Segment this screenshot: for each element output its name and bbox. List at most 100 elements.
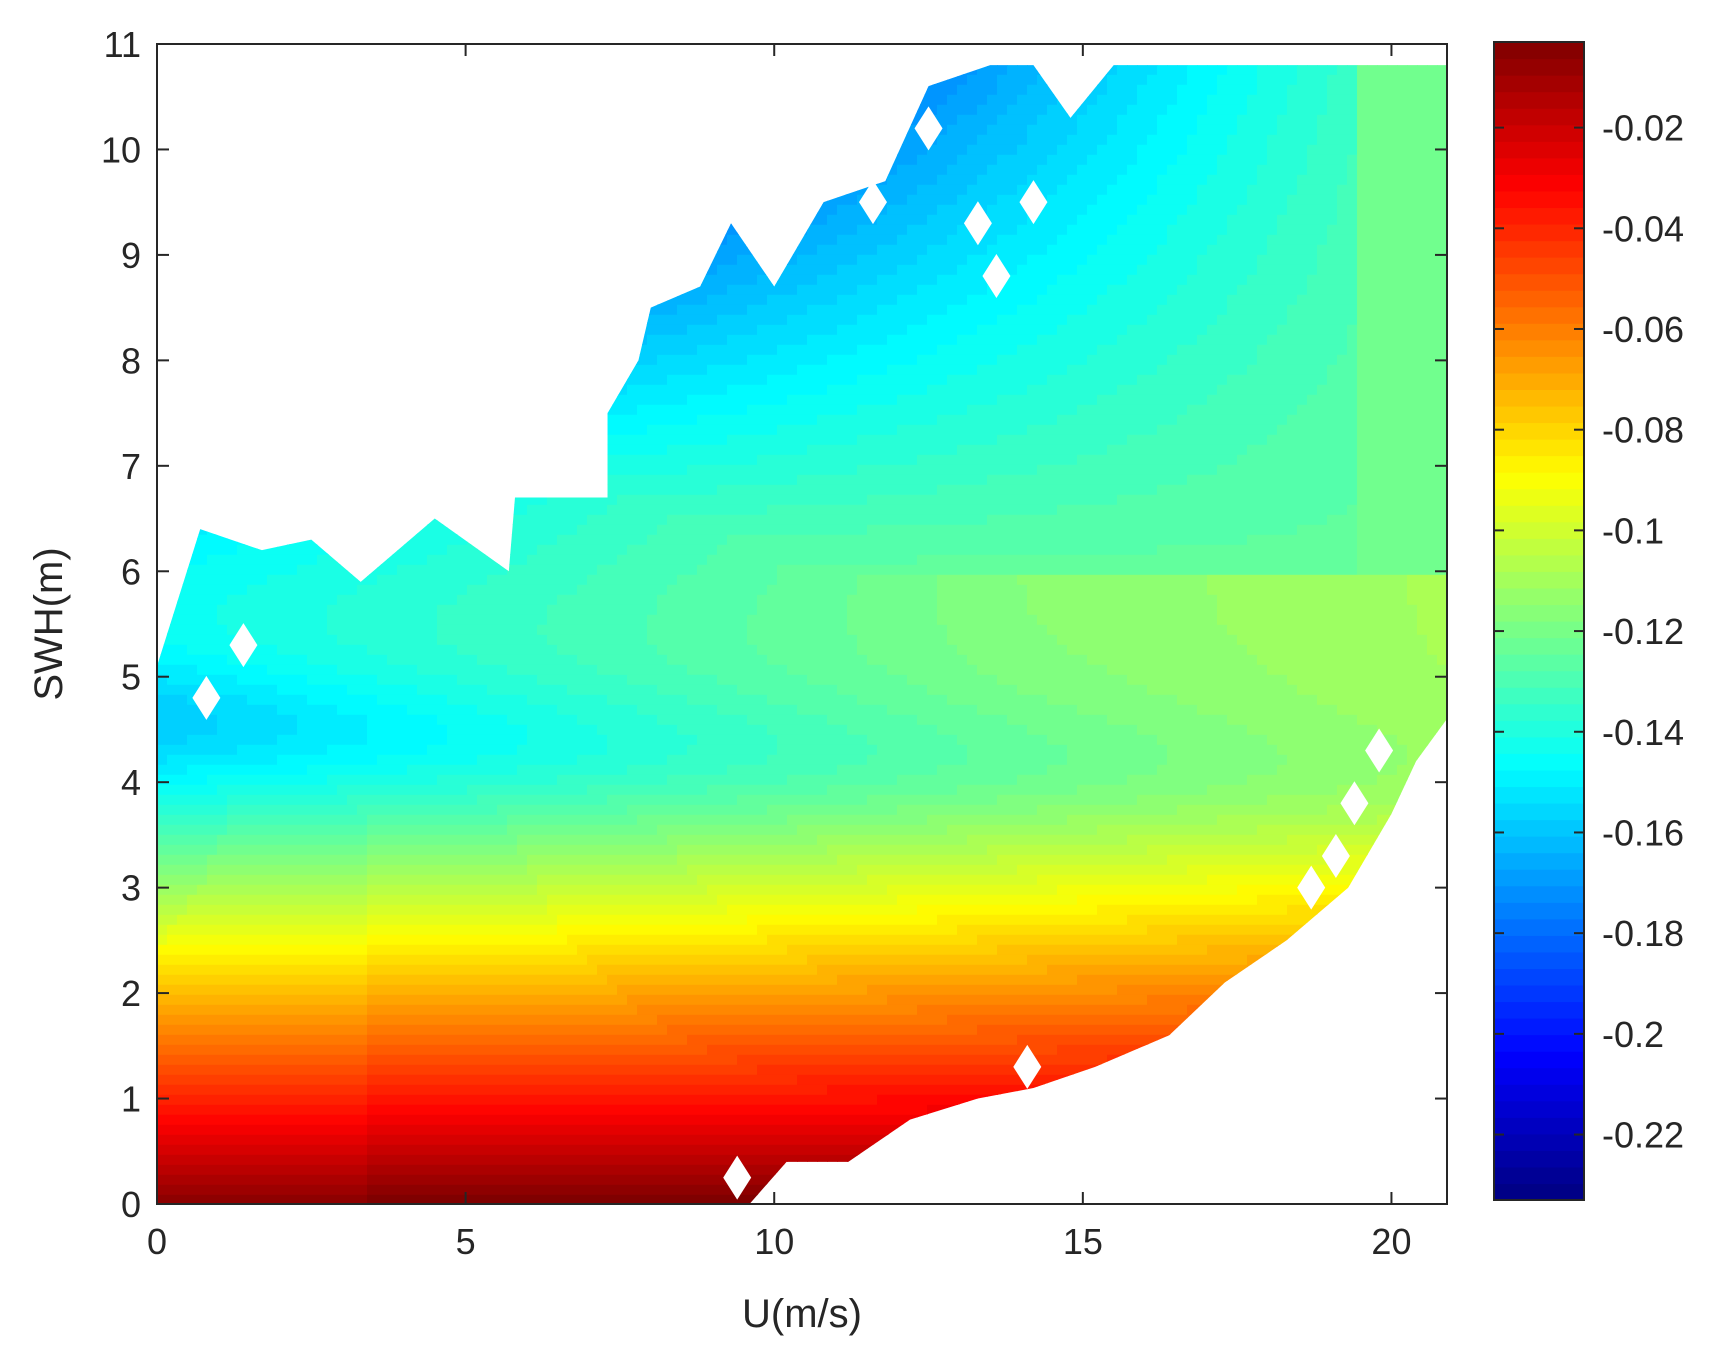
contour-cell: [567, 874, 578, 885]
contour-cell: [197, 824, 208, 835]
contour-cell: [407, 544, 418, 555]
contour-cell: [227, 954, 238, 965]
contour-cell: [417, 914, 428, 925]
contour-cell: [487, 754, 498, 765]
contour-cell: [447, 1044, 458, 1055]
contour-cell: [457, 854, 468, 865]
contour-cell: [217, 994, 228, 1005]
contour-cell: [337, 704, 348, 715]
contour-cell: [557, 954, 568, 965]
contour-cell: [207, 1174, 218, 1185]
contour-cell: [507, 1084, 518, 1095]
contour-cell: [197, 834, 208, 845]
contour-cell: [217, 854, 228, 865]
contour-cell: [267, 1034, 278, 1045]
contour-cell: [307, 644, 318, 655]
contour-cell: [427, 604, 438, 615]
contour-cell: [187, 764, 198, 775]
contour-cell: [187, 554, 198, 565]
contour-cell: [227, 1014, 238, 1025]
contour-cell: [257, 1184, 268, 1195]
contour-cell: [457, 944, 468, 955]
contour-cell: [547, 624, 558, 635]
contour-cell: [217, 624, 228, 635]
contour-cell: [217, 674, 228, 685]
contour-cell: [427, 894, 438, 905]
contour-cell: [227, 854, 238, 865]
contour-cell: [227, 994, 238, 1005]
contour-cell: [277, 984, 288, 995]
contour-cell: [167, 1044, 178, 1055]
contour-cell: [477, 874, 488, 885]
contour-cell: [267, 604, 278, 615]
contour-cell: [557, 504, 568, 515]
contour-cell: [377, 574, 388, 585]
contour-cell: [407, 924, 418, 935]
contour-cell: [257, 1154, 268, 1165]
contour-cell: [557, 854, 568, 865]
contour-cell: [347, 914, 358, 925]
contour-cell: [377, 904, 388, 915]
contour-cell: [337, 884, 348, 895]
contour-cell: [427, 764, 438, 775]
contour-cell: [537, 724, 548, 735]
contour-cell: [417, 1124, 428, 1135]
contour-cell: [267, 754, 278, 765]
contour-cell: [547, 534, 558, 545]
contour-cell: [177, 964, 188, 975]
contour-cell: [307, 794, 318, 805]
contour-cell: [467, 604, 478, 615]
contour-cell: [317, 924, 328, 935]
contour-cell: [237, 674, 248, 685]
contour-cell: [437, 1194, 448, 1204]
contour-cell: [247, 1074, 258, 1085]
contour-cell: [517, 584, 528, 595]
contour-cell: [377, 754, 388, 765]
contour-cell: [487, 744, 498, 755]
contour-cell: [397, 1194, 408, 1204]
contour-cell: [427, 774, 438, 785]
contour-cell: [467, 1144, 478, 1155]
contour-cell: [507, 864, 518, 875]
contour-cell: [367, 654, 378, 665]
contour-cell: [177, 994, 188, 1005]
contour-cell: [377, 1114, 388, 1125]
contour-cell: [407, 604, 418, 615]
contour-cell: [557, 894, 568, 905]
contour-cell: [487, 794, 498, 805]
contour-cell: [527, 884, 538, 895]
contour-cell: [217, 614, 228, 625]
contour-cell: [517, 854, 528, 865]
contour-cell: [277, 664, 288, 675]
contour-cell: [537, 1194, 548, 1204]
contour-cell: [287, 804, 298, 815]
contour-cell: [507, 1094, 518, 1105]
contour-cell: [257, 804, 268, 815]
contour-cell: [347, 774, 358, 785]
contour-cell: [377, 1104, 388, 1115]
contour-cell: [547, 824, 558, 835]
contour-cell: [187, 574, 198, 585]
contour-cell: [507, 984, 518, 995]
contour-cell: [317, 754, 328, 765]
contour-cell: [487, 964, 498, 975]
contour-cell: [347, 714, 358, 725]
contour-cell: [477, 934, 488, 945]
contour-cell: [457, 814, 468, 825]
contour-cell: [347, 1074, 358, 1085]
contour-cell: [457, 604, 468, 615]
contour-cell: [157, 1134, 168, 1145]
contour-cell: [497, 864, 508, 875]
contour-cell: [397, 604, 408, 615]
contour-cell: [337, 984, 348, 995]
contour-cell: [397, 694, 408, 705]
contour-cell: [197, 1004, 208, 1015]
contour-cell: [467, 1114, 478, 1125]
contour-cell: [487, 1074, 498, 1085]
contour-cell: [457, 544, 468, 555]
contour-cell: [437, 1004, 448, 1015]
contour-cell: [257, 644, 268, 655]
contour-cell: [437, 574, 448, 585]
contour-cell: [307, 1074, 318, 1085]
contour-cell: [317, 804, 328, 815]
